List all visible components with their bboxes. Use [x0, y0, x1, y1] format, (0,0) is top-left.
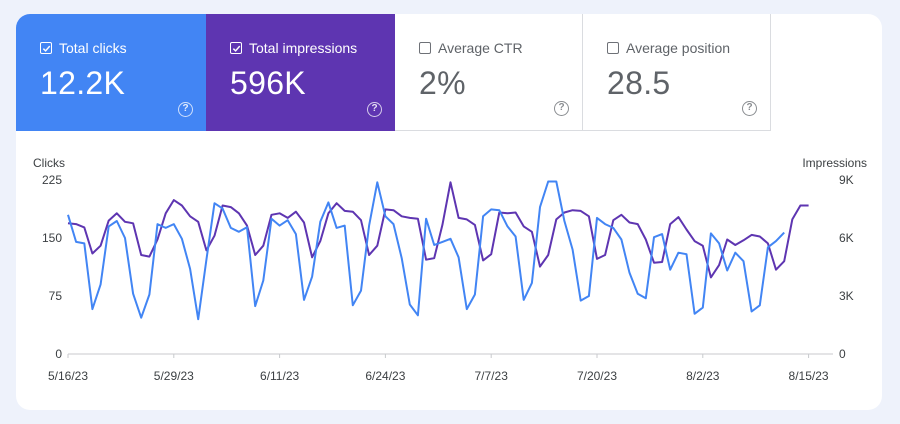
average-position-tile[interactable]: Average position 28.5 ? [583, 14, 771, 131]
total-clicks-header: Total clicks [40, 40, 127, 56]
impressions-series-line [67, 181, 809, 279]
left-axis-title: Clicks [33, 156, 65, 170]
x-tick-label: 6/11/23 [260, 369, 299, 383]
performance-card: Total clicks 12.2K ? Total impressions 5… [16, 14, 882, 410]
total-clicks-value: 12.2K [40, 65, 126, 101]
right-tick-label: 6K [839, 231, 854, 245]
average-position-checkbox[interactable] [607, 42, 619, 54]
total-impressions-checkbox[interactable] [230, 42, 242, 54]
right-axis-ticks: 0 3K 6K 9K [839, 173, 854, 361]
x-tick-label: 6/24/23 [365, 369, 405, 383]
performance-chart: Clicks Impressions 0 75 150 225 0 3K 6K 9K 5/1… [33, 156, 867, 383]
help-icon[interactable]: ? [178, 102, 193, 117]
x-tick-label: 5/29/23 [154, 369, 194, 383]
average-position-header: Average position [607, 40, 730, 56]
right-tick-label: 3K [839, 289, 854, 303]
left-tick-label: 0 [55, 347, 62, 361]
average-ctr-value: 2% [419, 65, 466, 101]
clicks-series-line [67, 180, 785, 321]
left-tick-label: 225 [42, 173, 62, 187]
average-ctr-header: Average CTR [419, 40, 523, 56]
x-tick-label: 7/20/23 [577, 369, 617, 383]
x-axis-ticks: 5/16/23 5/29/23 6/11/23 6/24/23 7/7/23 7/20/2… [48, 354, 829, 383]
total-clicks-label: Total clicks [59, 40, 127, 56]
left-axis-ticks: 0 75 150 225 [42, 173, 62, 361]
help-icon[interactable]: ? [367, 102, 382, 117]
x-tick-label: 8/15/23 [789, 369, 829, 383]
average-position-value: 28.5 [607, 65, 671, 101]
help-icon[interactable]: ? [742, 101, 757, 116]
average-ctr-tile[interactable]: Average CTR 2% ? [395, 14, 583, 131]
check-icon [42, 45, 50, 52]
average-ctr-checkbox[interactable] [419, 42, 431, 54]
help-icon[interactable]: ? [554, 101, 569, 116]
check-icon [232, 45, 240, 52]
total-impressions-label: Total impressions [249, 40, 358, 56]
x-tick-label: 5/16/23 [48, 369, 88, 383]
total-clicks-checkbox[interactable] [40, 42, 52, 54]
right-axis-title: Impressions [802, 156, 867, 170]
left-tick-label: 75 [49, 289, 63, 303]
average-ctr-label: Average CTR [438, 40, 523, 56]
x-tick-label: 8/2/23 [686, 369, 720, 383]
left-tick-label: 150 [42, 231, 62, 245]
total-impressions-value: 596K [230, 65, 306, 101]
total-impressions-header: Total impressions [230, 40, 357, 56]
right-tick-label: 9K [839, 173, 854, 187]
total-impressions-tile[interactable]: Total impressions 596K ? [206, 14, 395, 131]
average-position-label: Average position [626, 40, 731, 56]
x-tick-label: 7/7/23 [475, 369, 509, 383]
total-clicks-tile[interactable]: Total clicks 12.2K ? [16, 14, 206, 131]
right-tick-label: 0 [839, 347, 846, 361]
